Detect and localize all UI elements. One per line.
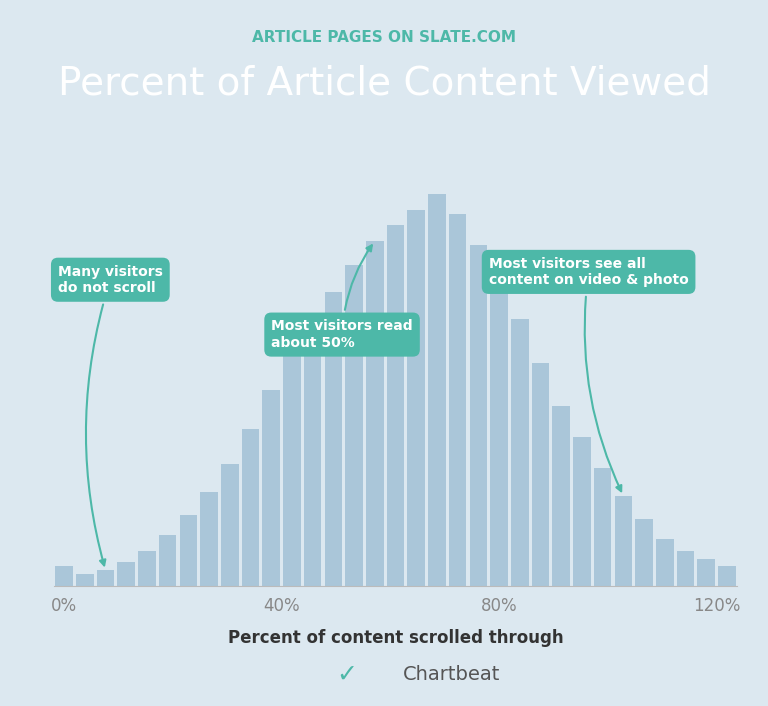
Bar (118, 563, 135, 586)
Bar (469, 245, 487, 586)
Text: Percent of Article Content Viewed: Percent of Article Content Viewed (58, 65, 710, 103)
Text: Most visitors see all
content on video & photo: Most visitors see all content on video &… (488, 257, 688, 491)
Text: Most visitors read
about 50%: Most visitors read about 50% (271, 245, 413, 349)
Bar (283, 351, 301, 586)
Bar (138, 551, 156, 586)
Bar (552, 406, 570, 586)
Bar (304, 320, 322, 586)
Bar (718, 566, 736, 586)
Text: ✓: ✓ (336, 662, 358, 686)
Bar (531, 363, 549, 586)
Bar (366, 241, 383, 586)
Bar (594, 468, 611, 586)
Text: Many visitors
do not scroll: Many visitors do not scroll (58, 265, 163, 566)
Bar (263, 390, 280, 586)
Bar (677, 551, 694, 586)
Bar (325, 292, 343, 586)
Bar (511, 320, 528, 586)
Text: ARTICLE PAGES ON SLATE.COM: ARTICLE PAGES ON SLATE.COM (252, 30, 516, 44)
X-axis label: Percent of content scrolled through: Percent of content scrolled through (227, 629, 564, 647)
Bar (55, 566, 73, 586)
Bar (614, 496, 632, 586)
Bar (387, 225, 404, 586)
Bar (97, 570, 114, 586)
Bar (573, 437, 591, 586)
Bar (242, 429, 260, 586)
Text: Chartbeat: Chartbeat (402, 665, 500, 683)
Bar (408, 210, 425, 586)
Bar (346, 265, 363, 586)
Bar (697, 558, 715, 586)
Bar (180, 515, 197, 586)
Bar (449, 214, 466, 586)
Bar (159, 535, 177, 586)
Bar (200, 492, 218, 586)
Bar (428, 194, 445, 586)
Bar (76, 574, 94, 586)
Bar (656, 539, 674, 586)
Bar (490, 280, 508, 586)
Bar (221, 465, 239, 586)
Bar (635, 520, 653, 586)
